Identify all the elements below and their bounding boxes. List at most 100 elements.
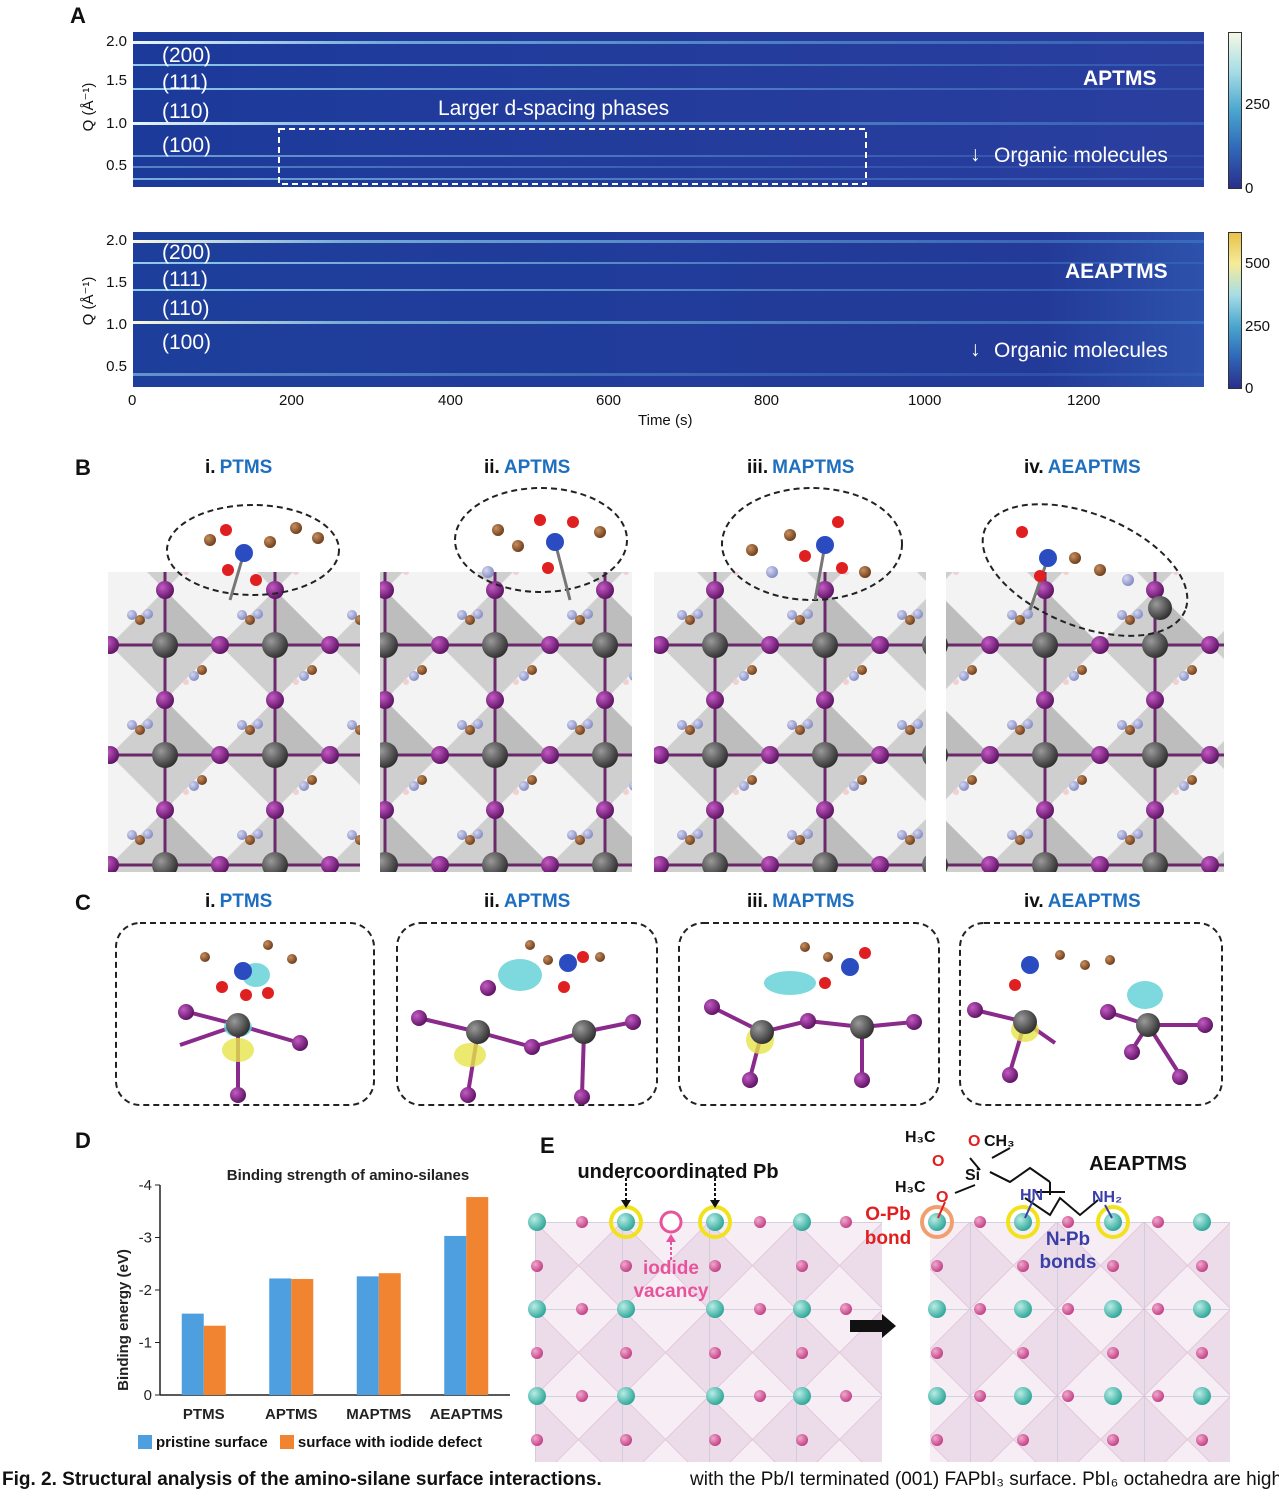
h3c-label-b: H₃C (895, 1179, 926, 1196)
chart-y-tick-label: -2 (139, 1282, 152, 1299)
i-atom (620, 1347, 632, 1359)
chart-x-tick-label: MAPTMS (346, 1406, 411, 1423)
i-atom (1107, 1260, 1119, 1272)
panel-b-title-1: i. PTMS (205, 457, 273, 478)
i-atom (1017, 1347, 1029, 1359)
panel-label-d: D (75, 1128, 91, 1153)
si-label: Si (965, 1167, 980, 1184)
panel-label-b: B (75, 455, 91, 480)
arrow-icon (850, 1314, 896, 1338)
i-atom (1062, 1303, 1074, 1315)
chart-x-tick-label: APTMS (265, 1406, 318, 1423)
pb-atom (617, 1300, 635, 1318)
bar-ptms-pristine (181, 1313, 204, 1395)
pb-atom (706, 1213, 724, 1231)
panel-c-title-1: i. PTMS (205, 891, 273, 912)
i-atom (754, 1216, 766, 1228)
density-aeaptms (967, 950, 1213, 1085)
pb-atom (793, 1300, 811, 1318)
o-label-c: O (936, 1189, 948, 1206)
panel-c-title-2: ii. APTMS (484, 891, 571, 912)
bar-aeaptms-defect (466, 1197, 489, 1395)
chart-y-tick-label: -4 (139, 1177, 152, 1194)
organic-molecules-label-top: Organic molecules (994, 144, 1168, 167)
i-atom (796, 1347, 808, 1359)
pb-atom (617, 1213, 635, 1231)
highlight-ring-npb1 (1006, 1205, 1040, 1239)
i-atom (931, 1260, 943, 1272)
pb-atom (706, 1300, 724, 1318)
i-atom (709, 1347, 721, 1359)
colorbar-bottom (1228, 232, 1242, 389)
panel-b-structures (108, 487, 1224, 872)
nh2-label: NH₂ (1092, 1189, 1122, 1206)
panel-label-c: C (75, 890, 91, 915)
dashed-box (278, 128, 867, 185)
heatmap-aeaptms (133, 232, 1204, 387)
panel-c-title-3: iii. MAPTMS (747, 891, 855, 912)
chart-y-tick-label: -3 (139, 1230, 152, 1247)
bar-chart: Binding strength of amino-silanes Bindin… (115, 1167, 510, 1423)
molecule-aptms (454, 487, 628, 601)
colorbar-top (1228, 32, 1242, 189)
ch3-label: CH₃ (984, 1133, 1015, 1150)
y-axis-title-bottom: Q (Å⁻¹) (80, 276, 97, 326)
colorbar-bottom-tick-500: 500 (1245, 255, 1271, 272)
pb-atom (1104, 1387, 1122, 1405)
i-atom (754, 1390, 766, 1402)
colorbar-bottom-tick-250: 250 (1245, 318, 1271, 335)
bar-aeaptms-pristine (444, 1235, 467, 1395)
panel-c-title-4: iv. AEAPTMS (1024, 891, 1141, 912)
pb-atom (1193, 1213, 1211, 1231)
density-ptms (178, 940, 308, 1103)
i-atom (796, 1260, 808, 1272)
x-axis-title: Time (s) (638, 412, 693, 429)
molecule-aeaptms (981, 503, 1189, 637)
pb-atom (1193, 1300, 1211, 1318)
legend-label-defect: surface with iodide defect (297, 1434, 483, 1451)
pb-atom (617, 1387, 635, 1405)
aeaptms-structure (937, 1147, 1113, 1219)
pb-atom (1014, 1213, 1032, 1231)
bar-ptms-defect (203, 1325, 226, 1395)
opb-label-1: O-Pb (865, 1204, 910, 1225)
aeaptms-label: AEAPTMS (1089, 1153, 1187, 1175)
i-atom (576, 1303, 588, 1315)
i-atom (1017, 1434, 1029, 1446)
panel-e-schematic: undercoordinated Pb iodide vacancy AEAPT… (528, 1129, 1230, 1462)
molecule-ptms (166, 504, 340, 601)
chart-y-ticks: -4 -3 -2 -1 0 (139, 1177, 160, 1404)
chart-x-tick-label: AEAPTMS (430, 1406, 503, 1423)
chart-x-ticks: PTMS APTMS MAPTMS AEAPTMS (183, 1406, 503, 1423)
chart-x-tick-label: PTMS (183, 1406, 225, 1423)
i-atom (1107, 1347, 1119, 1359)
chart-title: Binding strength of amino-silanes (227, 1167, 470, 1184)
i-atom (1196, 1434, 1208, 1446)
pb-atom (528, 1387, 546, 1405)
iodide-label: iodide (643, 1258, 699, 1279)
bar-aptms-defect (291, 1278, 314, 1395)
i-atom (531, 1434, 543, 1446)
panel-b-title-3: iii. MAPTMS (747, 457, 855, 478)
i-atom (1196, 1260, 1208, 1272)
pb-atom (928, 1213, 946, 1231)
colorbar-bottom-tick-0: 0 (1245, 380, 1254, 397)
i-atom (709, 1434, 721, 1446)
pb-atom (1014, 1387, 1032, 1405)
density-aptms (411, 940, 641, 1105)
highlight-ring-npb2 (1096, 1205, 1130, 1239)
peak-label-111-b: (111) (162, 268, 208, 291)
highlight-ring-opb (920, 1205, 954, 1239)
pb-atom (1104, 1300, 1122, 1318)
x-axis-ticks: 0 200 400 600 800 1000 1200 Time (s) (128, 392, 1101, 429)
colorbar-top-tick-0: 0 (1245, 180, 1254, 197)
legend-swatch-pristine (138, 1435, 152, 1449)
i-atom (974, 1303, 986, 1315)
chart-y-tick-label: 0 (144, 1387, 152, 1404)
o-label-a: O (932, 1153, 944, 1170)
i-atom (931, 1347, 943, 1359)
colorbar-top-tick-250: 250 (1245, 96, 1271, 113)
legend-swatch-defect (279, 1435, 294, 1449)
opb-label-2: bond (865, 1228, 911, 1249)
bar-maptms-pristine (356, 1276, 379, 1395)
